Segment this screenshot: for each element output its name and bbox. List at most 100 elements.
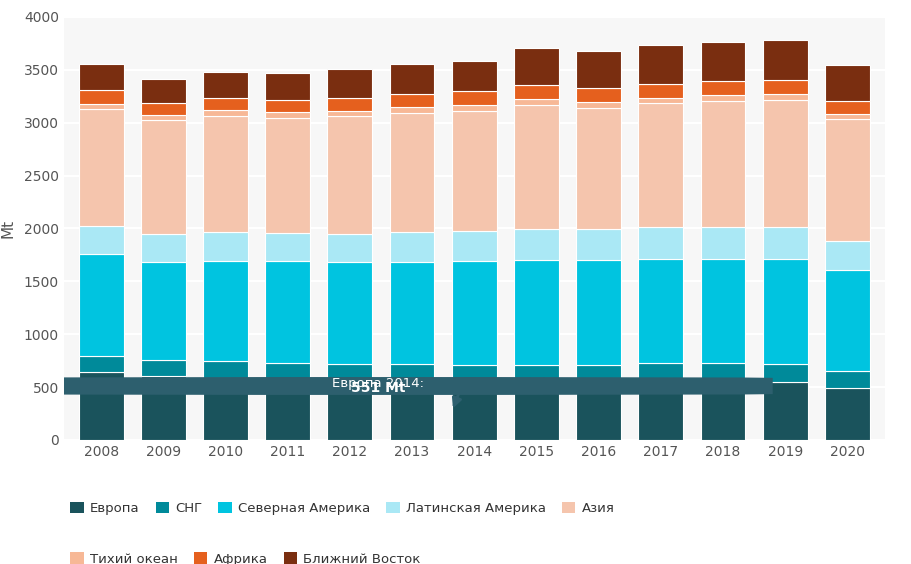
Bar (389, 381, 434, 440)
Bar (327, 69, 372, 98)
Bar (78, 356, 123, 372)
Text: 551 Mt: 551 Mt (350, 381, 404, 395)
Bar (141, 114, 186, 120)
Bar (824, 388, 869, 440)
Bar (762, 364, 806, 382)
Bar (451, 91, 496, 105)
Bar (327, 98, 372, 111)
Bar (514, 48, 558, 85)
Bar (576, 229, 620, 261)
Bar (327, 234, 372, 262)
Bar (265, 73, 310, 100)
Bar (389, 262, 434, 364)
Bar (203, 72, 248, 98)
Bar (141, 79, 186, 103)
Bar (451, 364, 496, 382)
Bar (824, 270, 869, 372)
Bar (700, 227, 744, 259)
Bar (78, 109, 123, 226)
Bar (576, 102, 620, 108)
Bar (141, 377, 186, 440)
Bar (576, 108, 620, 229)
Bar (265, 100, 310, 112)
Bar (700, 381, 744, 440)
Bar (265, 117, 310, 233)
Bar (576, 365, 620, 383)
Bar (203, 377, 248, 440)
Bar (824, 65, 869, 101)
Bar (638, 103, 682, 227)
Bar (576, 51, 620, 88)
Bar (762, 41, 806, 80)
Bar (141, 233, 186, 262)
Bar (514, 99, 558, 105)
Bar (514, 85, 558, 99)
Bar (762, 100, 806, 227)
Bar (638, 258, 682, 363)
Bar (78, 90, 123, 104)
Bar (638, 227, 682, 258)
Bar (824, 241, 869, 270)
Bar (265, 233, 310, 262)
Bar (638, 45, 682, 83)
Bar (265, 363, 310, 380)
Bar (389, 113, 434, 232)
Bar (638, 98, 682, 103)
Bar (203, 116, 248, 232)
Bar (327, 364, 372, 381)
Bar (700, 81, 744, 95)
Bar (141, 262, 186, 360)
Bar (141, 360, 186, 377)
Bar (78, 254, 123, 356)
Bar (762, 382, 806, 440)
Bar (700, 95, 744, 100)
Bar (700, 100, 744, 227)
Bar (638, 83, 682, 98)
Bar (203, 111, 248, 116)
Bar (762, 227, 806, 259)
Bar (389, 232, 434, 262)
Bar (824, 372, 869, 388)
Bar (203, 360, 248, 377)
Bar (451, 105, 496, 111)
Bar (700, 42, 744, 81)
Bar (451, 262, 496, 364)
Bar (700, 259, 744, 363)
Bar (514, 382, 558, 440)
Bar (78, 226, 123, 254)
Bar (203, 232, 248, 261)
Bar (389, 364, 434, 381)
Bar (389, 64, 434, 94)
Bar (203, 98, 248, 111)
Bar (451, 61, 496, 91)
Bar (327, 381, 372, 440)
Text: Европа 2014:: Европа 2014: (332, 377, 424, 390)
Bar (265, 380, 310, 440)
Bar (78, 372, 123, 440)
Bar (141, 103, 186, 114)
Bar (700, 363, 744, 381)
Bar (451, 111, 496, 231)
Bar (824, 101, 869, 114)
Bar (327, 262, 372, 364)
Bar (514, 105, 558, 230)
Bar (327, 111, 372, 116)
Bar (514, 365, 558, 382)
Legend: Тихий океан, Африка, Ближний Восток: Тихий океан, Африка, Ближний Восток (70, 552, 420, 564)
Bar (389, 107, 434, 113)
Bar (203, 261, 248, 360)
Bar (824, 114, 869, 119)
Bar (576, 383, 620, 440)
Bar (514, 230, 558, 260)
Bar (638, 381, 682, 440)
Bar (762, 259, 806, 364)
Bar (762, 94, 806, 100)
FancyBboxPatch shape (0, 377, 772, 395)
Bar (78, 104, 123, 109)
Bar (638, 363, 682, 381)
Bar (514, 260, 558, 365)
Bar (824, 119, 869, 241)
Bar (576, 261, 620, 365)
Bar (451, 382, 496, 440)
Bar (141, 120, 186, 233)
